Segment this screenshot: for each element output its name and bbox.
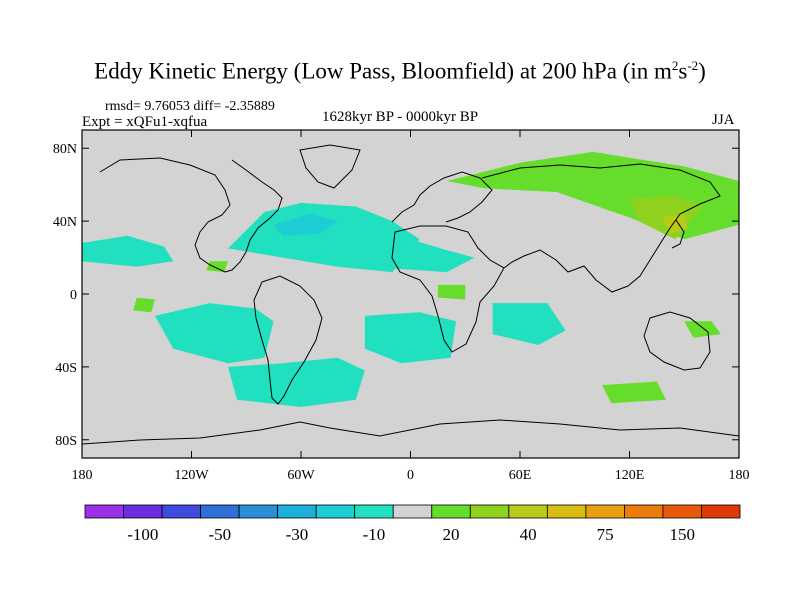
anomaly-regions: [82, 151, 739, 407]
colorbar-label: 40: [520, 525, 537, 544]
axes: 180 120W 60W 0 60E 120E 180 80N 40N 0 40S 80S: [53, 130, 750, 483]
colorbar: -100 -50 -30 -10 20 40 75 150: [84, 504, 741, 544]
colorbar-label: 20: [443, 525, 460, 544]
region-north-atlantic-negative: [228, 202, 420, 273]
colorbar-swatch: [585, 504, 625, 519]
colorbar-swatch: [238, 504, 279, 519]
colorbar-swatch: [200, 504, 240, 519]
region-indian-ocean-negative: [492, 303, 566, 345]
colorbar-swatch: [392, 504, 433, 519]
colorbar-label: 150: [669, 525, 695, 544]
colorbar-swatch: [469, 504, 510, 519]
colorbar-swatch: [315, 504, 356, 519]
greenland-coastline: [299, 144, 361, 189]
period-label: 1628kyr BP - 0000kyr BP: [321, 109, 479, 125]
region-central-america-positive: [206, 261, 228, 273]
season-label: JJA: [712, 112, 735, 128]
region-north-pacific-negative: [82, 235, 174, 267]
japan-coastline: [671, 219, 685, 249]
colorbar-swatch: [161, 504, 201, 519]
region-equatorial-pacific-positive: [133, 297, 155, 313]
colorbar-swatch: [354, 504, 394, 519]
colorbar-swatch: [431, 504, 471, 519]
colorbar-label: -100: [127, 525, 158, 544]
region-south-atlantic-negative: [364, 312, 457, 364]
x-tick-label: 0: [407, 468, 414, 483]
colorbar-swatch: [701, 504, 741, 519]
y-tick-label: 40S: [55, 361, 77, 376]
colorbar-swatch: [546, 504, 587, 519]
coastlines: [82, 144, 739, 445]
colorbar-label: 75: [597, 525, 614, 544]
colorbar-swatch: [277, 504, 317, 519]
region-australia-east-positive: [684, 321, 721, 338]
colorbar-label: -10: [363, 525, 386, 544]
x-tick-label: 180: [72, 468, 93, 483]
chart-title: Eddy Kinetic Energy (Low Pass, Bloomfiel…: [94, 58, 706, 84]
australia-coastline: [643, 311, 711, 371]
colorbar-label: -30: [286, 525, 309, 544]
asia-coastline: [481, 163, 721, 293]
y-tick-label: 0: [70, 288, 77, 303]
antarctica-coastline: [82, 419, 739, 445]
stats-label: rmsd= 9.76053 diff= -2.35889: [105, 99, 275, 114]
colorbar-swatch: [123, 504, 163, 519]
africa-coastline: [391, 225, 505, 353]
colorbar-swatch: [662, 504, 702, 519]
x-tick-label: 120W: [174, 468, 209, 483]
region-africa-equatorial-positive: [437, 284, 466, 300]
x-tick-label: 120E: [615, 468, 645, 483]
region-southern-ocean-negative: [228, 357, 365, 407]
south-america-coastline: [253, 275, 323, 405]
north-america-coastline: [99, 157, 283, 273]
experiment-label: Expt = xQFu1-xqfua: [82, 114, 208, 130]
colorbar-swatch: [508, 504, 548, 519]
y-tick-label: 80N: [53, 142, 77, 157]
region-tropical-atlantic-negative: [355, 239, 475, 273]
x-tick-label: 60W: [287, 468, 315, 483]
region-south-pacific-negative: [155, 303, 274, 364]
x-tick-label: 180: [729, 468, 750, 483]
colorbar-label: -50: [209, 525, 232, 544]
colorbar-swatch: [624, 504, 664, 519]
y-tick-label: 80S: [55, 434, 77, 449]
colorbar-swatch: [84, 504, 124, 519]
y-tick-label: 40N: [53, 215, 77, 230]
europe-coastline: [391, 171, 493, 223]
x-tick-label: 60E: [509, 468, 532, 483]
region-south-pacific-east-positive: [602, 381, 666, 404]
region-north-atlantic-core: [273, 213, 338, 236]
